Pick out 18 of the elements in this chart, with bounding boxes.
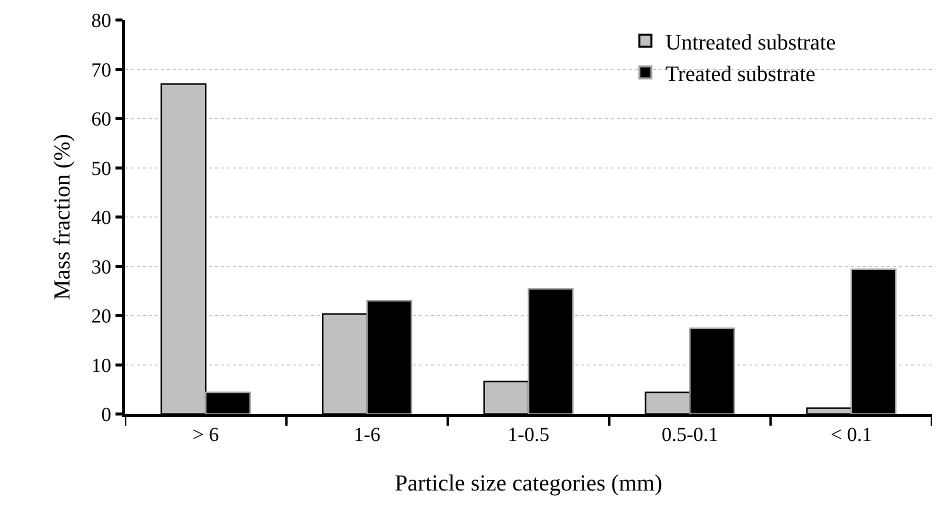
y-tick-label: 80 — [91, 10, 112, 32]
x-axis-title: Particle size categories (mm) — [394, 470, 662, 496]
x-tick-label: < 0.1 — [830, 424, 872, 446]
legend-label: Treated substrate — [665, 60, 816, 86]
y-tick-label: 20 — [91, 306, 112, 328]
y-tick-label: 40 — [91, 207, 112, 229]
x-tick-label: > 6 — [192, 424, 219, 446]
y-axis-title: Mass fraction (%) — [50, 134, 75, 300]
y-tick-label: 0 — [101, 404, 112, 426]
y-tick-label: 10 — [91, 354, 112, 377]
y-tick-label: 70 — [91, 59, 112, 82]
y-tick-label: 30 — [91, 256, 112, 278]
x-tick-label: 0.5-0.1 — [662, 424, 718, 446]
x-tick-label: 1-0.5 — [508, 424, 550, 446]
y-tick-label: 50 — [91, 158, 112, 180]
legend-label: Untreated substrate — [665, 29, 836, 54]
x-tick-label: 1-6 — [354, 424, 380, 446]
y-tick-label: 60 — [91, 108, 112, 130]
